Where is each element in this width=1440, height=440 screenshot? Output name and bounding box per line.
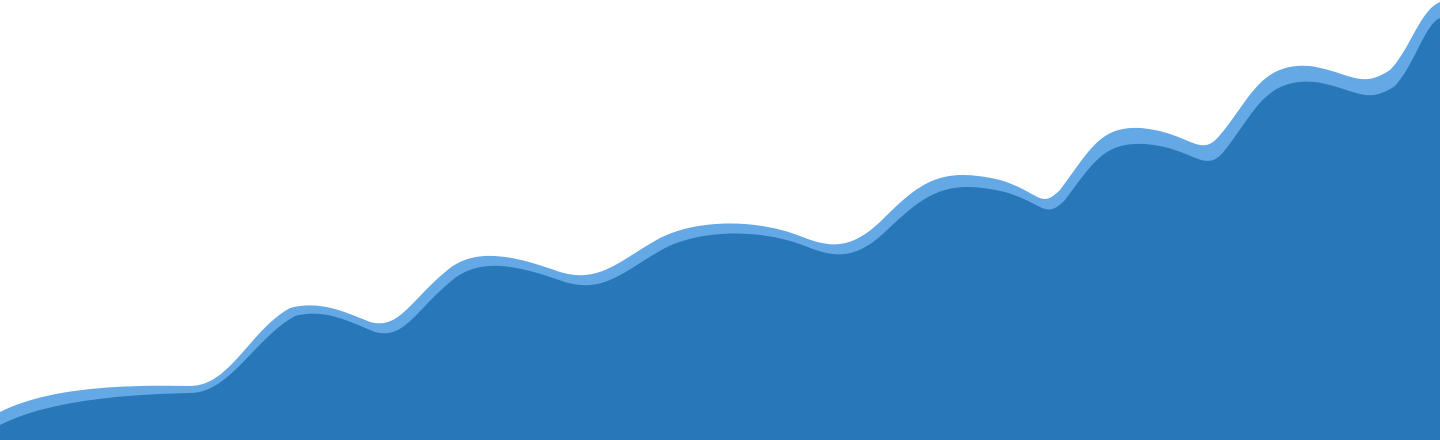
wave-fill-layer [0,18,1440,440]
